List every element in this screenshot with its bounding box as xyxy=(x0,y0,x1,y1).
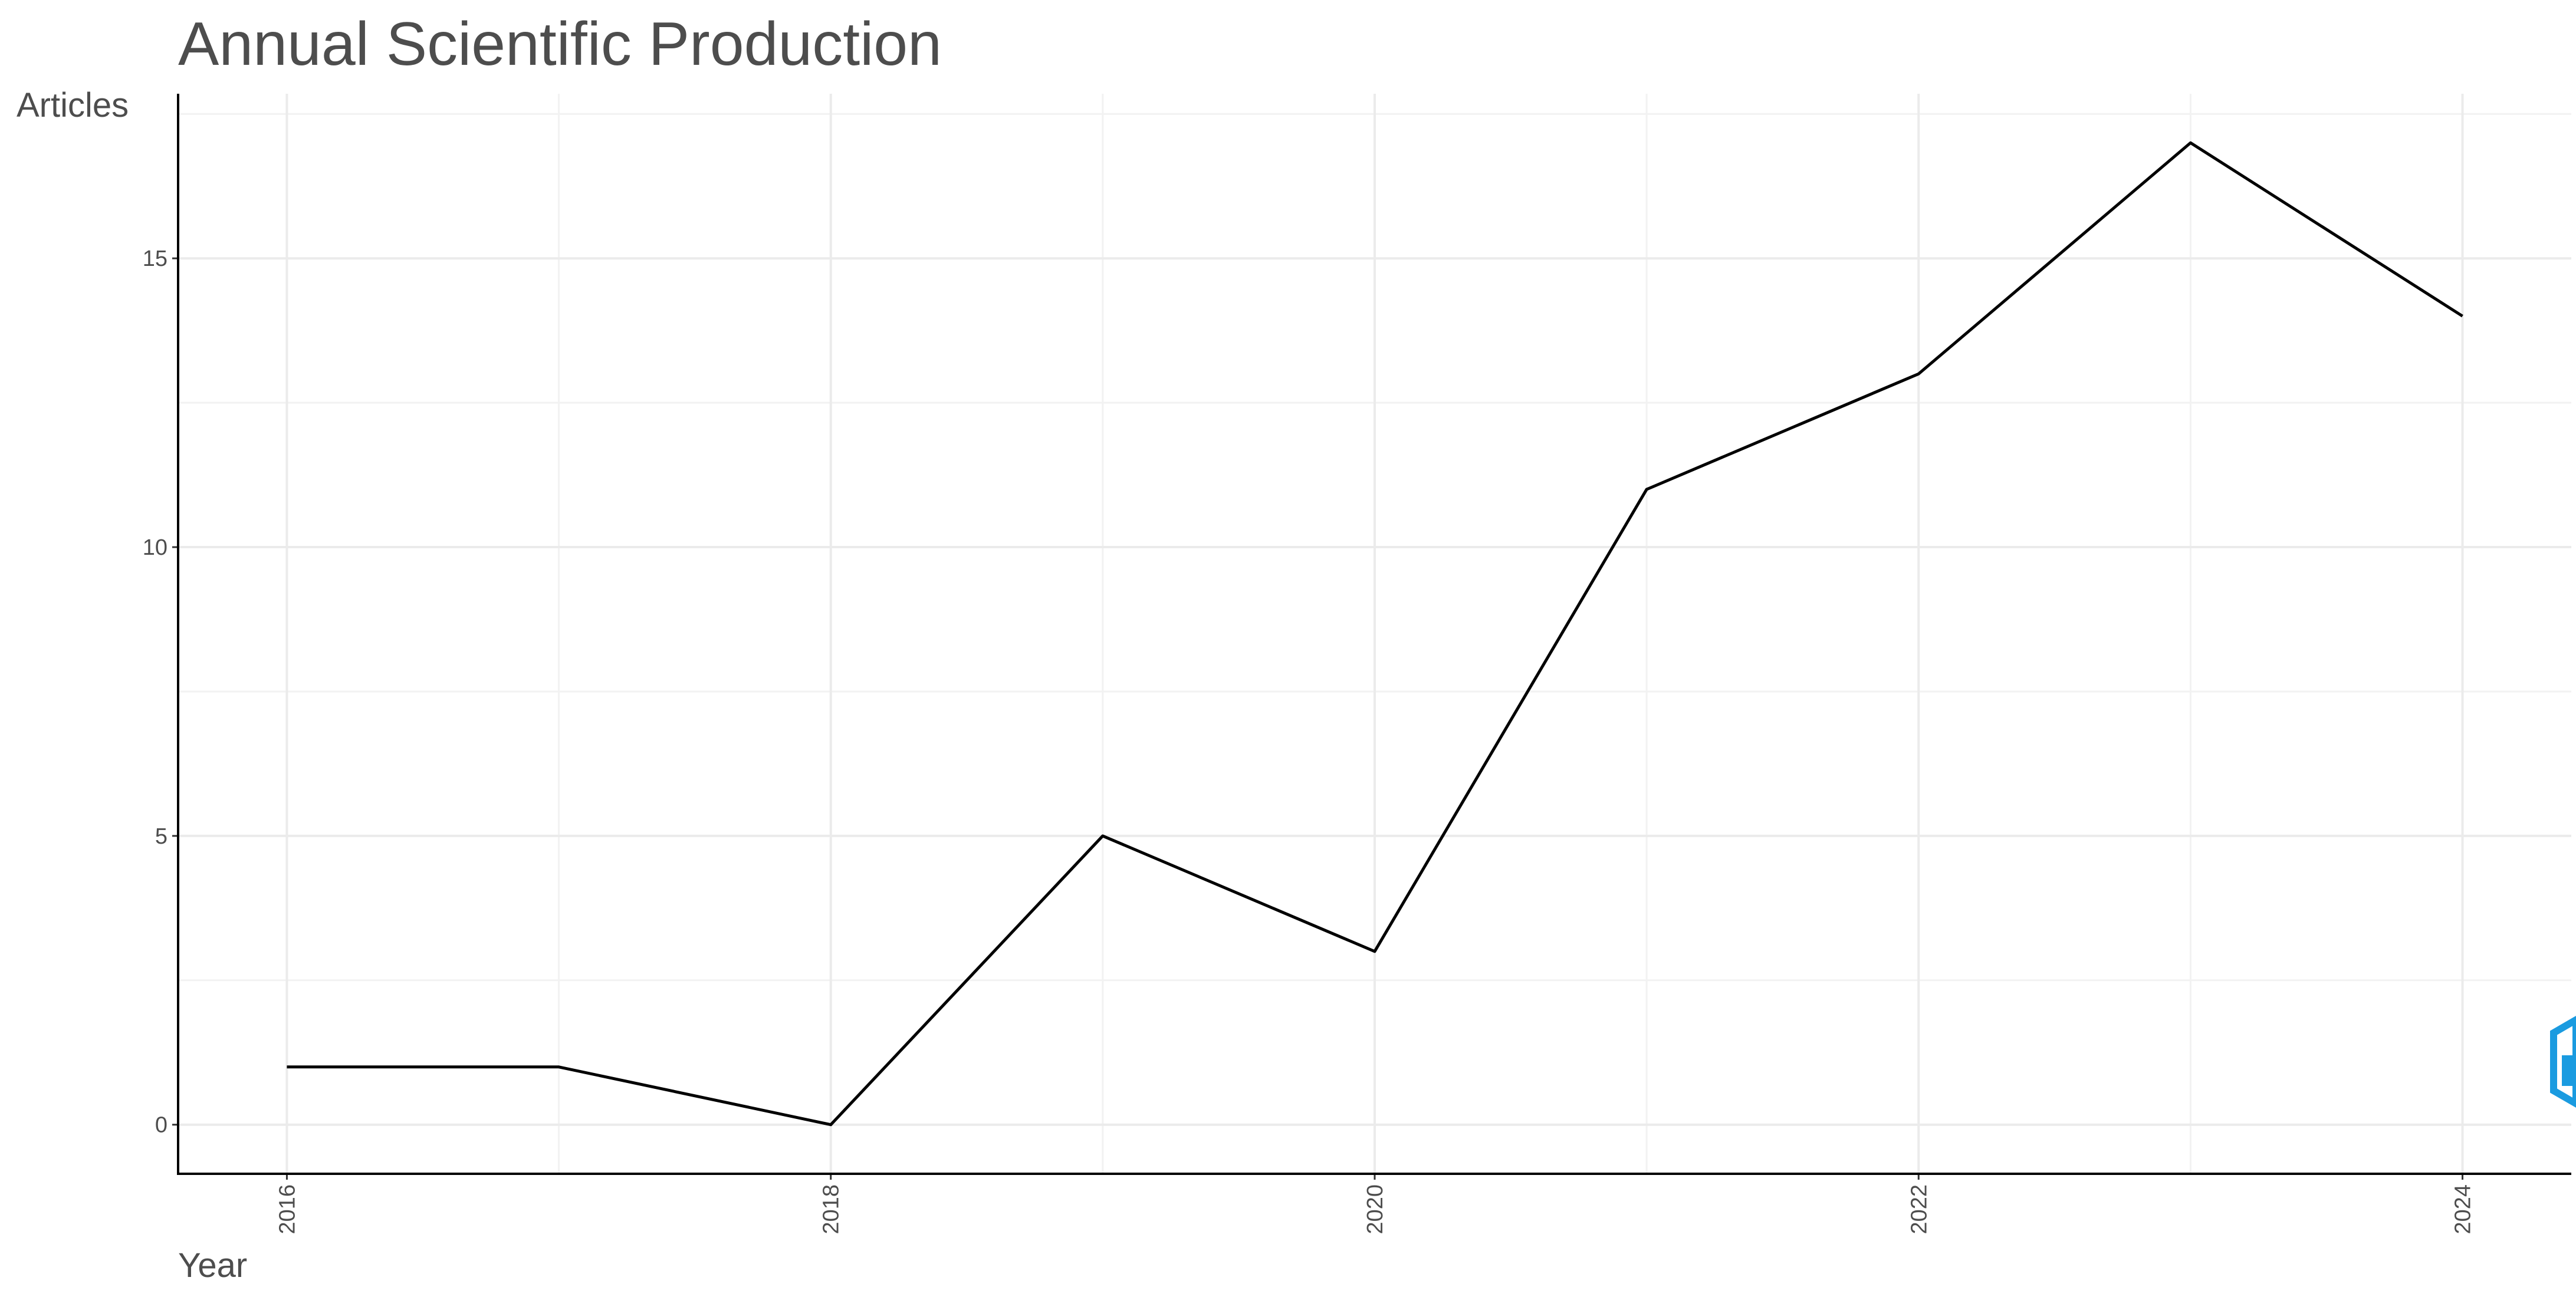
x-tick-label: 2016 xyxy=(275,1184,300,1235)
x-tick-label: 2020 xyxy=(1363,1184,1388,1235)
data-line xyxy=(287,141,2463,1127)
y-axis-title: Articles xyxy=(17,86,129,124)
y-tick-label: 15 xyxy=(143,246,167,271)
x-axis-title: Year xyxy=(178,1246,247,1285)
y-tick-label: 10 xyxy=(143,535,167,560)
logo-hexagon xyxy=(2550,1016,2576,1108)
plot xyxy=(287,141,2463,1127)
logo xyxy=(2550,1016,2576,1108)
logo-block xyxy=(2562,1055,2576,1086)
y-tick-label: 5 xyxy=(155,824,167,849)
y-tick-label: 0 xyxy=(155,1113,167,1138)
x-tick-label: 2018 xyxy=(819,1184,844,1235)
grid: 0 5 10 15 2016 2018 2020 2022 2024 xyxy=(143,94,2571,1235)
chart-title: Annual Scientific Production xyxy=(178,10,942,78)
x-tick-label: 2022 xyxy=(1907,1184,1931,1235)
x-tick-label: 2024 xyxy=(2451,1184,2476,1235)
